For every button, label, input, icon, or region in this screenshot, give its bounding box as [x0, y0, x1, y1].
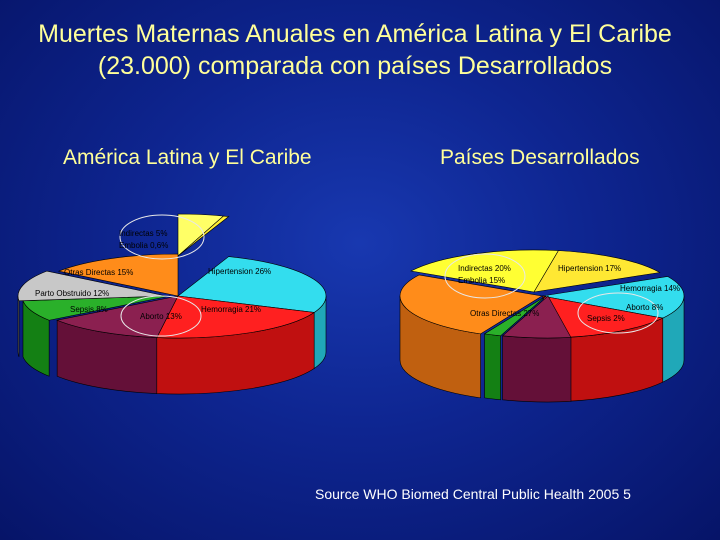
data-label-hemorragia: Hemorragia 21% — [201, 305, 261, 314]
pie-slice-hipertension — [177, 256, 327, 313]
data-label-hemorragia: Hemorragia 14% — [620, 284, 680, 293]
pie-slice-parto-obstruido — [17, 270, 167, 302]
data-label-sepsis: Sepsis 2% — [587, 314, 625, 323]
data-label-otras-directas: Otras Directas 27% — [470, 309, 539, 318]
pie-slice-indirectas — [410, 249, 559, 293]
pie-chart-latin-america: Indirectas 5% Embolia 0,6% Hipertension 26… — [17, 213, 327, 395]
data-label-aborto: Aborto 13% — [140, 312, 182, 321]
data-label-indirectas: Indirectas 20% — [458, 264, 511, 273]
slide-title: Muertes Maternas Anuales en América Lati… — [38, 20, 672, 80]
data-label-indirectas: Indirectas 5% — [119, 229, 167, 238]
pie-slice-otras-directas — [399, 274, 543, 335]
chart-title-latin-america: América Latina y El Caribe — [63, 146, 312, 169]
highlight-circle-indirectas — [444, 253, 526, 299]
source-note: Source WHO Biomed Central Public Health … — [315, 486, 631, 502]
pie-slice-aborto — [501, 295, 572, 339]
pie-slice-hipertension — [541, 276, 685, 319]
chart-title-developed-countries: Países Desarrollados — [440, 146, 640, 169]
pie-side-aborto — [502, 335, 572, 403]
highlight-circle-indirectas — [119, 214, 205, 260]
highlight-circle-aborto — [120, 295, 202, 337]
pie-slice-sepsis — [483, 295, 547, 337]
highlight-circle-aborto — [577, 292, 659, 334]
pie-side-parto-obstruido — [17, 295, 20, 357]
data-label-aborto: Aborto 8% — [626, 303, 663, 312]
data-label-sepsis: Sepsis 8% — [70, 305, 108, 314]
data-label-hipertension: Hipertension 26% — [208, 267, 271, 276]
data-label-hipertension: Hipertension 17% — [558, 264, 621, 273]
data-label-embolia: Embolia 15% — [458, 276, 505, 285]
pie-side-sepsis — [484, 333, 501, 401]
pie-slice-hemorragia — [541, 295, 664, 338]
pie-chart-developed-countries: Indirectas 20% Embolia 15% Hipertension 17… — [399, 249, 685, 403]
pie-slice-embolia — [533, 250, 661, 293]
data-label-parto-obstruido: Parto Obstruido 12% — [35, 289, 109, 298]
pie-slice-otras-directas — [57, 253, 179, 297]
pie-slice-embolia — [177, 215, 230, 257]
data-label-otras-directas: Otras Directas 15% — [64, 268, 133, 277]
pie-slice-aborto — [56, 295, 179, 338]
data-label-embolia: Embolia 0,6% — [119, 241, 168, 250]
